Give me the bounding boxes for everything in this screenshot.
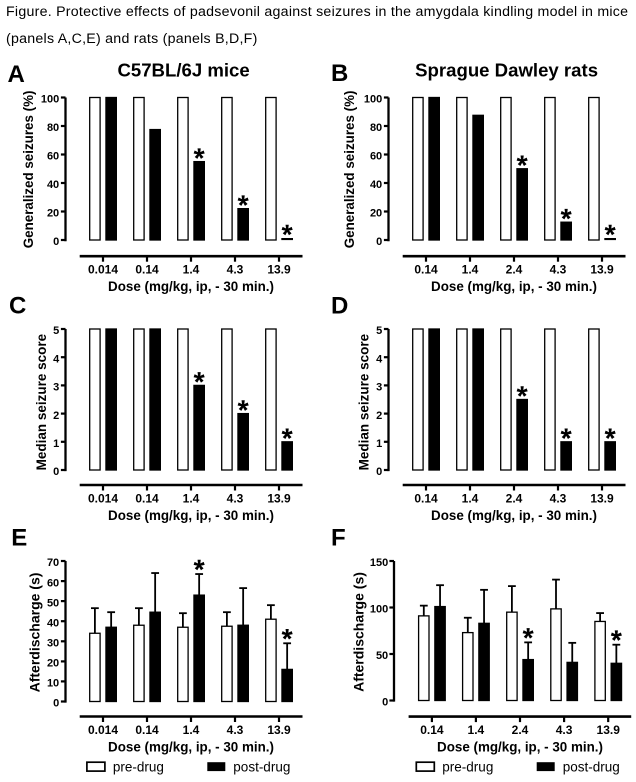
svg-text:100: 100 [364, 94, 382, 106]
svg-text:13.9: 13.9 [267, 492, 291, 506]
svg-text:Figure. Protective effects of: Figure. Protective effects of padsevonil… [6, 4, 628, 20]
svg-text:0.014: 0.014 [88, 492, 118, 506]
svg-text:20: 20 [370, 208, 382, 220]
svg-text:Dose (mg/kg, ip, - 30 min.): Dose (mg/kg, ip, - 30 min.) [108, 508, 274, 523]
svg-text:0: 0 [376, 466, 382, 478]
svg-text:4: 4 [376, 353, 383, 365]
svg-text:50: 50 [47, 597, 59, 609]
svg-text:1.4: 1.4 [183, 723, 200, 737]
svg-text:150: 150 [370, 557, 388, 569]
svg-text:D: D [331, 293, 348, 320]
svg-text:40: 40 [47, 617, 59, 629]
svg-text:13.9: 13.9 [590, 263, 614, 277]
svg-text:0.014: 0.014 [88, 723, 118, 737]
svg-text:0: 0 [376, 236, 382, 248]
svg-text:80: 80 [47, 122, 59, 134]
svg-text:1.4: 1.4 [462, 492, 479, 506]
svg-text:4.3: 4.3 [227, 492, 244, 506]
svg-text:pre-drug: pre-drug [113, 760, 164, 775]
svg-text:Afterdischarge (s): Afterdischarge (s) [350, 572, 366, 692]
svg-text:60: 60 [47, 577, 59, 589]
svg-text:post-drug: post-drug [233, 760, 290, 775]
svg-text:10: 10 [47, 678, 59, 690]
svg-text:13.9: 13.9 [590, 492, 614, 506]
svg-text:30: 30 [47, 638, 59, 650]
svg-text:B: B [331, 60, 348, 87]
svg-text:0: 0 [53, 466, 59, 478]
svg-text:Median seizure score: Median seizure score [356, 333, 371, 470]
svg-text:0.14: 0.14 [135, 492, 159, 506]
svg-text:4.3: 4.3 [556, 723, 573, 737]
svg-text:1: 1 [53, 438, 59, 450]
svg-text:13.9: 13.9 [597, 723, 621, 737]
svg-text:Generalized seizures (%): Generalized seizures (%) [21, 91, 36, 249]
svg-text:60: 60 [47, 151, 59, 163]
svg-text:100: 100 [41, 94, 59, 106]
svg-text:F: F [331, 525, 346, 552]
svg-text:2: 2 [53, 410, 59, 422]
svg-text:Generalized seizures (%): Generalized seizures (%) [342, 91, 357, 249]
svg-text:5: 5 [376, 325, 382, 337]
svg-text:Sprague Dawley rats: Sprague Dawley rats [415, 59, 598, 80]
svg-text:4.3: 4.3 [227, 263, 244, 277]
svg-text:0: 0 [53, 698, 59, 710]
svg-text:pre-drug: pre-drug [442, 760, 493, 775]
svg-text:0: 0 [382, 697, 388, 709]
svg-text:70: 70 [47, 557, 59, 569]
svg-text:80: 80 [370, 122, 382, 134]
svg-text:C: C [9, 293, 26, 320]
svg-text:(panels A,C,E) and rats (panel: (panels A,C,E) and rats (panels B,D,F) [6, 31, 258, 47]
svg-text:1.4: 1.4 [468, 723, 485, 737]
svg-text:Dose (mg/kg, ip, - 30 min.): Dose (mg/kg, ip, - 30 min.) [431, 279, 597, 294]
svg-text:post-drug: post-drug [563, 760, 620, 775]
svg-text:0.14: 0.14 [414, 263, 438, 277]
svg-text:Median seizure score: Median seizure score [34, 333, 49, 470]
svg-text:A: A [8, 61, 25, 88]
svg-text:2.4: 2.4 [512, 723, 529, 737]
svg-text:3: 3 [53, 382, 59, 394]
svg-text:C57BL/6J mice: C57BL/6J mice [117, 59, 249, 80]
svg-text:1.4: 1.4 [183, 263, 200, 277]
svg-text:4.3: 4.3 [550, 263, 567, 277]
svg-text:Dose (mg/kg, ip, - 30 min.): Dose (mg/kg, ip, - 30 min.) [437, 739, 603, 754]
svg-text:20: 20 [47, 208, 59, 220]
svg-text:0.14: 0.14 [420, 723, 444, 737]
svg-text:0: 0 [53, 236, 59, 248]
svg-text:1.4: 1.4 [462, 263, 479, 277]
svg-text:100: 100 [370, 604, 388, 616]
svg-text:4.3: 4.3 [550, 492, 567, 506]
svg-text:0.014: 0.014 [88, 263, 118, 277]
svg-text:13.9: 13.9 [267, 263, 291, 277]
svg-text:4.3: 4.3 [227, 723, 244, 737]
svg-text:1.4: 1.4 [183, 492, 200, 506]
svg-text:20: 20 [47, 658, 59, 670]
svg-text:Dose (mg/kg, ip, - 30 min.): Dose (mg/kg, ip, - 30 min.) [108, 279, 274, 294]
svg-text:2.4: 2.4 [506, 263, 523, 277]
svg-text:13.9: 13.9 [267, 723, 291, 737]
svg-text:1: 1 [376, 438, 382, 450]
svg-text:60: 60 [370, 151, 382, 163]
svg-text:40: 40 [370, 179, 382, 191]
svg-text:E: E [11, 525, 27, 552]
svg-text:Afterdischarge (s): Afterdischarge (s) [26, 573, 42, 693]
svg-text:2: 2 [376, 410, 382, 422]
svg-text:40: 40 [47, 179, 59, 191]
svg-text:4: 4 [53, 353, 60, 365]
svg-text:0.14: 0.14 [135, 263, 159, 277]
svg-text:5: 5 [53, 325, 59, 337]
svg-text:0.14: 0.14 [414, 492, 438, 506]
svg-text:50: 50 [376, 650, 388, 662]
svg-text:Dose (mg/kg, ip, - 30 min.): Dose (mg/kg, ip, - 30 min.) [108, 739, 274, 754]
svg-text:3: 3 [376, 382, 382, 394]
svg-text:Dose (mg/kg, ip, - 30 min.): Dose (mg/kg, ip, - 30 min.) [431, 508, 597, 523]
svg-text:2.4: 2.4 [506, 492, 523, 506]
svg-text:0.14: 0.14 [135, 723, 159, 737]
